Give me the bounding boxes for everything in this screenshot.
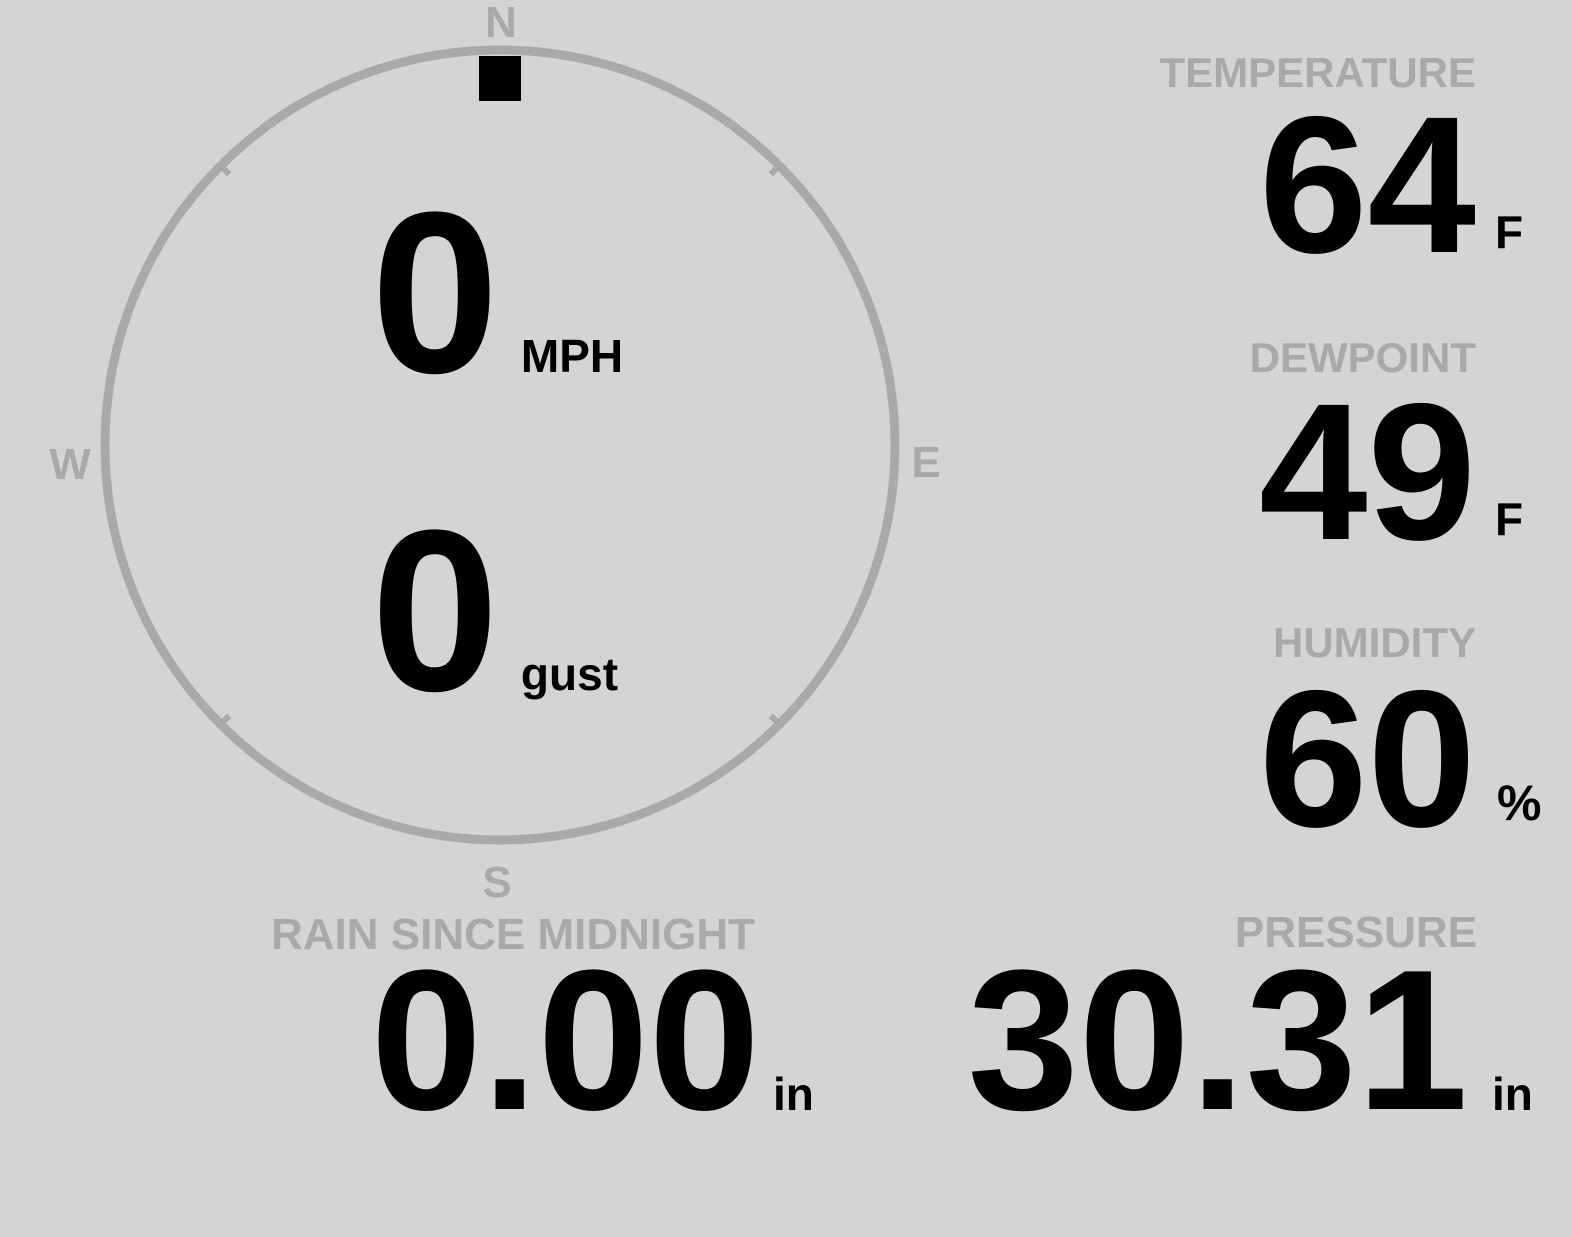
temperature-label: TEMPERATURE <box>1159 49 1476 96</box>
compass-label-west: W <box>49 440 91 489</box>
pressure-value: 30.31 <box>967 929 1469 1152</box>
compass-label-north: N <box>485 0 517 47</box>
temperature-value: 64 <box>1259 76 1476 294</box>
dewpoint-value: 49 <box>1259 363 1476 581</box>
rain-since-midnight-unit: in <box>773 1068 814 1120</box>
temperature-unit: F <box>1495 206 1524 258</box>
humidity-unit: % <box>1497 775 1542 831</box>
dewpoint-unit: F <box>1495 493 1524 545</box>
rain-since-midnight-label: RAIN SINCE MIDNIGHT <box>271 910 755 959</box>
wind-gust-row: 0 gust <box>371 496 618 726</box>
dewpoint-label: DEWPOINT <box>1249 334 1476 381</box>
pressure-unit: in <box>1492 1068 1533 1120</box>
rain-since-midnight-value: 0.00 <box>370 929 760 1152</box>
pressure-label: PRESSURE <box>1234 908 1477 957</box>
wind-speed-unit: MPH <box>520 330 624 382</box>
compass-tick-se <box>768 713 785 730</box>
humidity-label: HUMIDITY <box>1273 619 1476 666</box>
wind-gust-value: 0 <box>371 482 499 739</box>
compass-tick-sw <box>215 713 232 730</box>
wind-speed-value: 0 <box>371 164 499 421</box>
wind-speed-row: 0 MPH <box>371 178 623 408</box>
humidity-value: 60 <box>1259 650 1476 868</box>
compass-label-east: E <box>911 438 941 487</box>
wind-gust-unit: gust <box>520 648 619 700</box>
compass-tick-ne <box>768 160 785 177</box>
compass-label-south: S <box>482 858 512 907</box>
wind-compass-gauge <box>100 45 900 845</box>
compass-circle <box>100 45 900 845</box>
wind-direction-marker <box>479 56 521 101</box>
compass-tick-nw <box>215 160 232 177</box>
